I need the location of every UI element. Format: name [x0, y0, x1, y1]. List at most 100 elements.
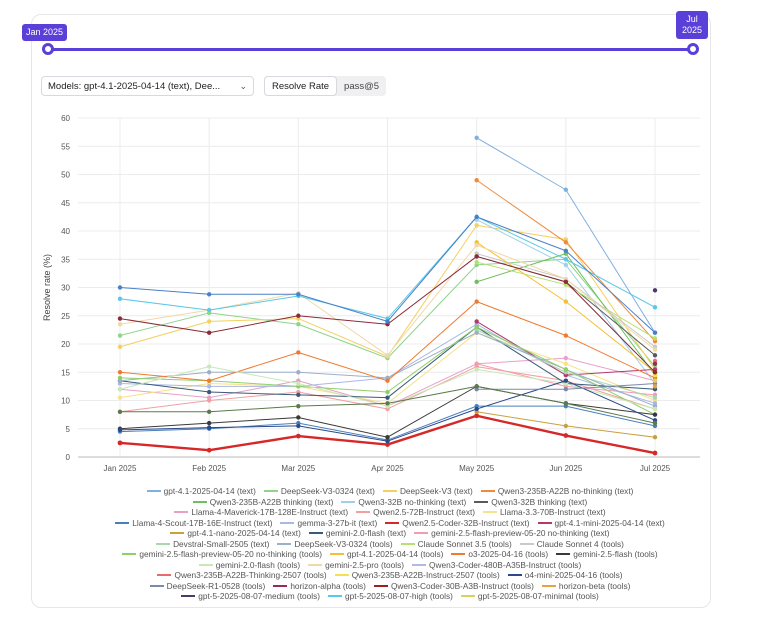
series-point-37	[652, 378, 658, 383]
legend-item[interactable]: Qwen3-32B thinking (text)	[474, 497, 587, 508]
legend-item[interactable]: o3-2025-04-16 (tools)	[451, 549, 548, 560]
legend-item[interactable]: gemini-2.5-pro (tools)	[308, 560, 404, 571]
series-point-25	[206, 364, 212, 369]
legend-item[interactable]: gemini-2.5-flash-preview-05-20 no-thinki…	[122, 549, 322, 560]
legend-swatch	[537, 521, 552, 524]
series-point-0	[563, 187, 569, 192]
legend-label: Qwen3-235B-A22B thinking (text)	[209, 496, 334, 507]
legend-item[interactable]: o4-mini-2025-04-16 (tools)	[507, 570, 623, 581]
legend-item[interactable]: Qwen3-235B-A22B-Instruct-2507 (tools)	[334, 570, 500, 581]
metric-pass-at-5-button[interactable]: pass@5	[344, 80, 380, 92]
series-point-21	[385, 389, 390, 395]
legend-item[interactable]: Llama-3.3-70B-Instruct (text)	[483, 507, 606, 518]
date-range-slider-track[interactable]	[48, 48, 693, 51]
legend-label: Claude Sonnet 3.5 (tools)	[417, 538, 512, 549]
date-range-start-handle[interactable]	[42, 43, 54, 55]
legend-row: gpt-4.1-nano-2025-04-14 (text) gemini-2.0…	[50, 528, 730, 539]
legend-item[interactable]: Qwen2.5-Coder-32B-Instruct (text)	[385, 517, 530, 529]
legend-item[interactable]: Qwen2.5-72B-Instruct (text)	[356, 507, 475, 518]
legend-item[interactable]: DeepSeek-V3 (text)	[382, 486, 473, 497]
legend-item[interactable]: Claude Sonnet 4 (tools)	[519, 538, 624, 550]
legend-item[interactable]: gemma-3-27b-it (text)	[280, 518, 377, 529]
series-point-23	[474, 299, 479, 304]
chevron-down-icon: ⌄	[239, 80, 247, 91]
legend-item[interactable]: gpt-4.1-mini-2025-04-14 (text)	[537, 518, 665, 529]
series-point-22	[563, 299, 569, 304]
series-point-23	[296, 350, 301, 355]
series-point-12	[563, 433, 569, 438]
series-point-30	[385, 438, 390, 444]
legend-item[interactable]: DeepSeek-V3-0324 (text)	[263, 486, 375, 497]
series-point-12	[117, 440, 123, 446]
y-tick-label: 15	[61, 368, 70, 377]
legend-swatch	[263, 490, 278, 493]
legend-row: gemini-2.0-flash (tools) gemini-2.5-pro (…	[50, 560, 730, 571]
legend-item[interactable]: horizon-alpha (tools)	[273, 581, 366, 592]
legend-swatch	[198, 563, 213, 566]
legend-label: gpt-4.1-2025-04-14 (tools)	[347, 549, 444, 559]
legend-item[interactable]: Qwen3-Coder-480B-A35B-Instruct (tools)	[412, 560, 581, 571]
x-tick-label: Mar 2025	[281, 464, 315, 473]
legend-swatch	[412, 563, 427, 566]
series-point-39	[117, 285, 123, 290]
legend-label: gpt-5-2025-08-07-minimal (tools)	[477, 591, 599, 601]
legend-item[interactable]: gpt-4.1-2025-04-14 (tools)	[330, 549, 443, 560]
legend-item[interactable]: gpt-5-2025-08-07-minimal (tools)	[460, 591, 599, 602]
series-point-3	[563, 240, 569, 245]
series-point-21	[563, 367, 569, 372]
legend-item[interactable]: Qwen3-32B no-thinking (text)	[341, 497, 466, 508]
legend-label: gpt-5-2025-08-07-high (tools)	[345, 591, 453, 601]
legend-label: Qwen3-235B-A22B-Instruct-2507 (tools)	[351, 570, 500, 580]
legend-label: gemini-2.0-flash (text)	[325, 528, 407, 538]
legend-item[interactable]: Qwen3-235B-A22B-Thinking-2507 (tools)	[157, 570, 327, 581]
metric-resolve-rate-button[interactable]: Resolve Rate	[264, 76, 338, 96]
series-point-39	[652, 330, 658, 335]
legend-label: Llama-4-Scout-17B-16E-Instruct (text)	[132, 517, 273, 528]
y-tick-label: 25	[61, 312, 70, 321]
legend-item[interactable]: gpt-4.1-2025-04-14 (text)	[146, 486, 256, 497]
legend-label: horizon-beta (tools)	[558, 580, 631, 591]
series-point-6	[652, 353, 658, 358]
legend-label: Claude Sonnet 4 (tools)	[536, 538, 624, 549]
legend-item[interactable]: Qwen3-235B-A22B thinking (text)	[192, 496, 334, 508]
series-point-23	[385, 378, 390, 383]
legend-item[interactable]: Qwen3-235B-A22B no-thinking (text)	[480, 486, 633, 497]
legend-item[interactable]: gpt-5-2025-08-07-high (tools)	[328, 591, 453, 602]
chart-controls: Models: gpt-4.1-2025-04-14 (text), Dee..…	[41, 76, 387, 96]
x-tick-label: Jul 2025	[640, 464, 671, 473]
legend-item[interactable]: DeepSeek-R1-0528 (tools)	[149, 581, 265, 592]
legend-item[interactable]: gemini-2.5-flash-preview-05-20 no-thinki…	[414, 528, 610, 539]
x-tick-label: Jan 2025	[104, 464, 137, 473]
series-point-32	[652, 361, 658, 366]
legend-swatch	[330, 553, 345, 556]
series-point-3	[474, 177, 479, 183]
legend-item[interactable]: Devstral-Small-2505 (text)	[156, 539, 269, 550]
legend-item[interactable]: gpt-5-2025-08-07-medium (tools)	[181, 591, 320, 602]
series-point-40	[652, 420, 658, 426]
series-point-36	[563, 257, 569, 262]
legend-item[interactable]: DeepSeek-V3-0324 (tools)	[277, 539, 393, 550]
series-point-38	[652, 370, 658, 375]
series-point-25	[296, 381, 301, 386]
date-range-end-handle[interactable]	[687, 43, 699, 55]
legend-label: gemini-2.5-flash-preview-05-20 no-thinki…	[431, 528, 610, 538]
legend-item[interactable]: Llama-4-Maverick-17B-128E-Instruct (text…	[174, 507, 348, 518]
legend-label: Qwen2.5-Coder-32B-Instruct (text)	[402, 517, 530, 528]
series-point-15	[296, 392, 301, 398]
legend-item[interactable]: horizon-beta (tools)	[541, 580, 631, 592]
legend-item[interactable]: Qwen3-Coder-30B-A3B-Instruct (tools)	[373, 581, 534, 592]
legend-swatch	[556, 553, 571, 556]
legend-row: Qwen3-235B-A22B-Thinking-2507 (tools) Qwe…	[50, 570, 730, 581]
legend-item[interactable]: gemini-2.0-flash (text)	[308, 528, 407, 539]
series-point-17	[652, 395, 658, 400]
date-range-end-label: Jul 2025	[676, 11, 708, 39]
legend-item[interactable]: gemini-2.0-flash (tools)	[198, 560, 300, 571]
legend-item[interactable]: Claude Sonnet 3.5 (tools)	[400, 538, 512, 550]
series-point-25	[474, 367, 479, 372]
series-point-40	[117, 409, 123, 414]
legend-item[interactable]: Llama-4-Scout-17B-16E-Instruct (text)	[115, 518, 272, 529]
legend-item[interactable]: gpt-4.1-nano-2025-04-14 (text)	[170, 528, 301, 539]
legend-item[interactable]: gemini-2.5-flash (tools)	[556, 549, 658, 560]
legend-label: gpt-5-2025-08-07-medium (tools)	[198, 591, 320, 601]
models-select[interactable]: Models: gpt-4.1-2025-04-14 (text), Dee..…	[41, 76, 254, 96]
